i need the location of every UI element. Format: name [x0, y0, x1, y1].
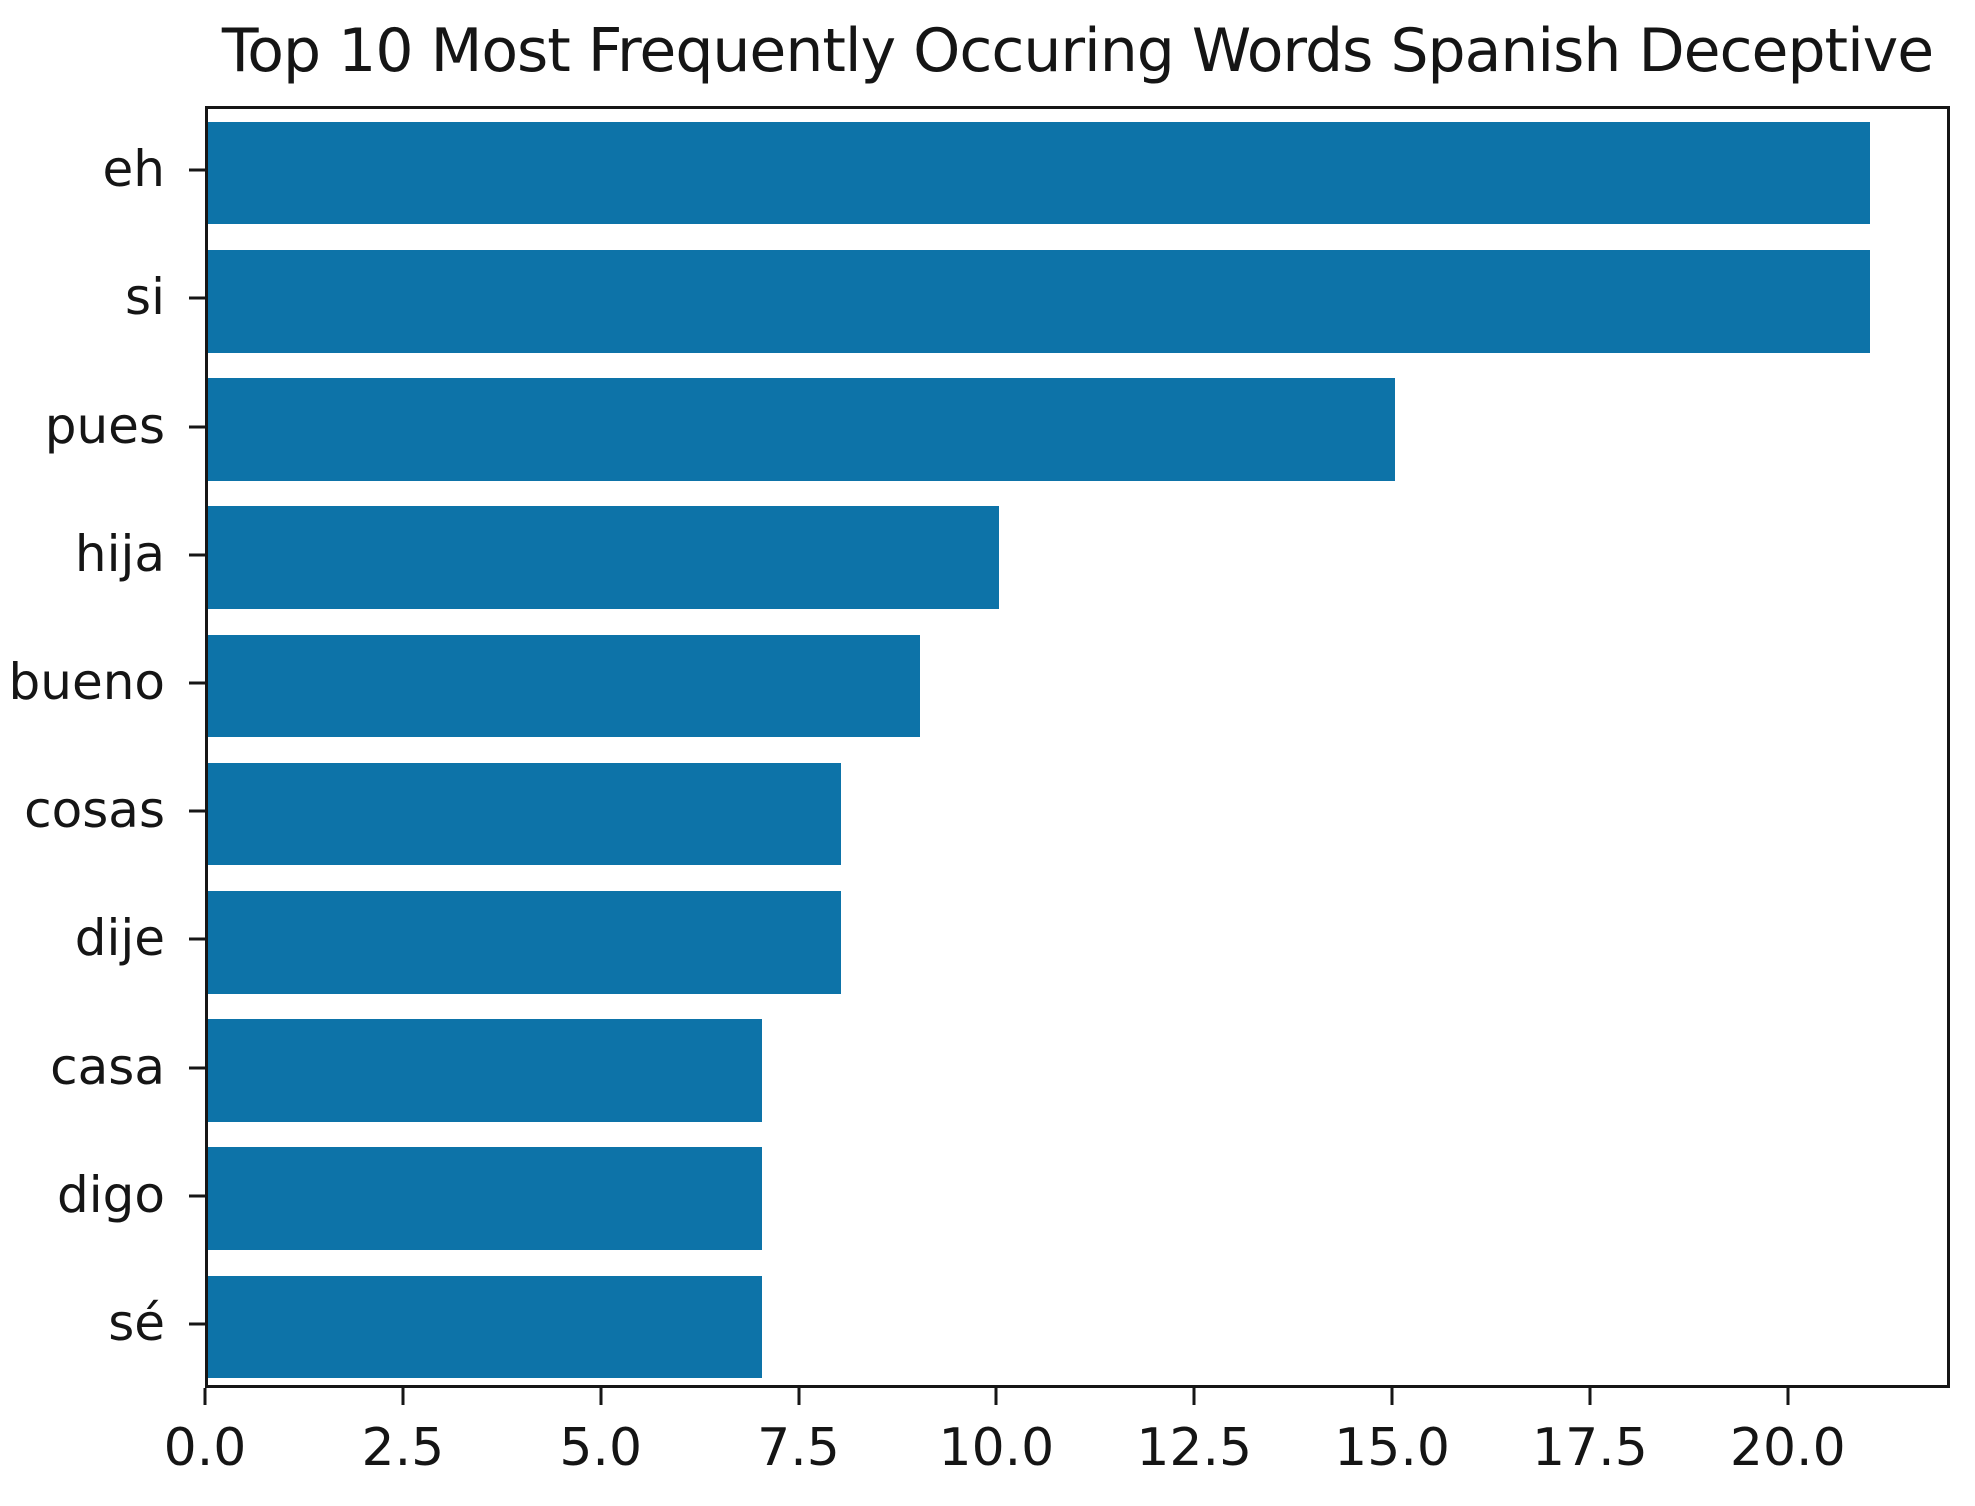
bar-cosas	[208, 762, 842, 866]
x-tick-label: 10.0	[938, 1418, 1055, 1478]
x-tick-mark	[994, 1388, 998, 1405]
y-tick-mark	[189, 425, 205, 428]
x-tick-label: 15.0	[1334, 1418, 1450, 1478]
y-tick-mark	[189, 1066, 205, 1069]
y-tick-mark	[189, 1322, 205, 1326]
x-tick-mark	[797, 1388, 801, 1405]
x-tick-mark	[1786, 1388, 1790, 1405]
x-tick-label: 20.0	[1729, 1418, 1846, 1478]
x-tick-mark	[1588, 1388, 1592, 1405]
y-tick-label: eh	[102, 139, 165, 198]
chart-title: Top 10 Most Frequently Occuring Words Sp…	[221, 16, 1934, 86]
y-tick-mark	[189, 553, 205, 557]
y-tick-label: bueno	[8, 652, 165, 711]
bar-si	[208, 250, 1870, 353]
y-tick-label: si	[125, 268, 165, 327]
y-tick-label: hija	[74, 524, 165, 583]
y-tick-label: digo	[57, 1165, 165, 1224]
x-tick-mark	[203, 1388, 207, 1405]
y-tick-mark	[189, 809, 205, 813]
y-tick-label: dije	[74, 909, 165, 968]
y-tick-label: sé	[108, 1293, 165, 1352]
bars-container	[208, 109, 1947, 1385]
y-tick-mark	[189, 296, 205, 300]
x-tick-label: 17.5	[1532, 1418, 1648, 1478]
x-tick-mark	[599, 1388, 603, 1405]
x-tick-label: 5.0	[559, 1418, 643, 1478]
bar-casa	[208, 1019, 762, 1122]
y-tick-mark	[189, 681, 205, 685]
bar-hija	[208, 506, 1000, 609]
y-tick-mark	[189, 168, 205, 172]
x-tick-label: 0.0	[163, 1418, 247, 1478]
bar-sé	[208, 1275, 762, 1379]
y-tick-mark	[189, 937, 205, 941]
y-tick-label: cosas	[24, 780, 165, 839]
bar-eh	[208, 121, 1870, 225]
y-tick-label: casa	[50, 1037, 165, 1096]
bar-dije	[208, 891, 842, 994]
bar-pues	[208, 378, 1396, 481]
x-tick-label: 7.5	[757, 1418, 840, 1478]
plot-area	[205, 106, 1950, 1388]
x-tick-mark	[401, 1388, 405, 1405]
x-tick-mark	[1192, 1388, 1196, 1405]
x-tick-label: 12.5	[1136, 1418, 1253, 1478]
y-tick-mark	[189, 1194, 205, 1198]
x-tick-label: 2.5	[361, 1418, 445, 1478]
y-tick-label: pues	[44, 396, 165, 455]
bar-digo	[208, 1147, 762, 1250]
x-tick-mark	[1390, 1388, 1394, 1405]
bar-bueno	[208, 634, 921, 738]
